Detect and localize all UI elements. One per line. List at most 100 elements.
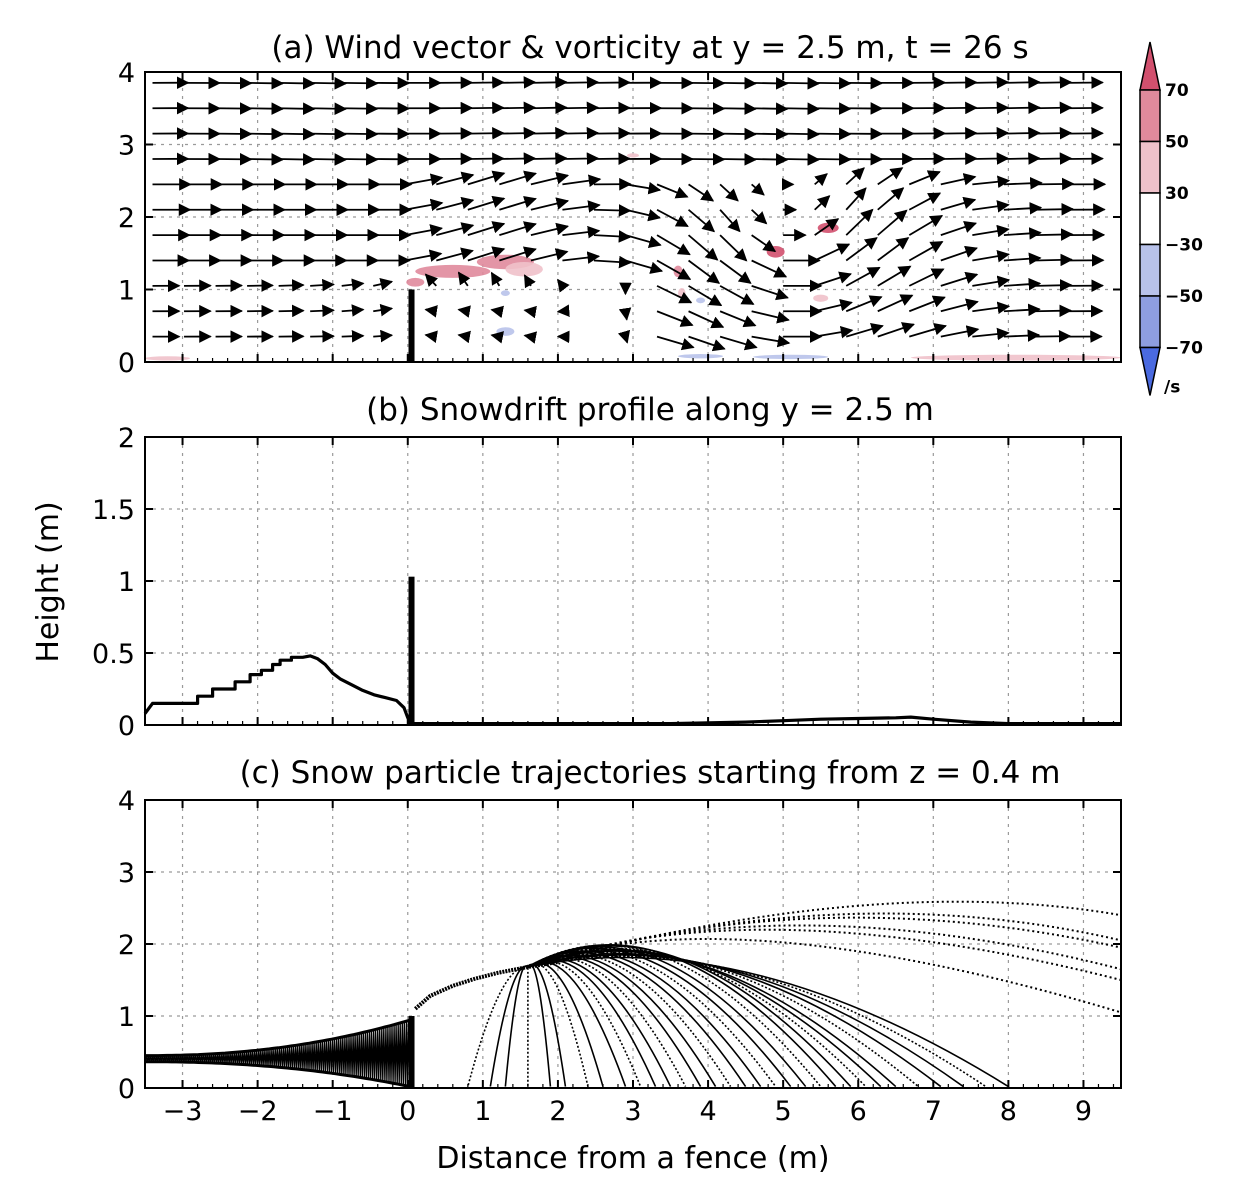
fence-bar [408, 1016, 415, 1088]
wind-vector [972, 301, 1011, 315]
vorticity-patch [626, 153, 640, 158]
wind-vector [1003, 303, 1041, 317]
x-tick-label: −3 [163, 1096, 203, 1127]
wind-vector [719, 209, 741, 233]
panel-b-snowdrift: (b) Snowdrift profile along y = 2.5 m 00… [31, 392, 1122, 742]
y-tick-label: 0 [118, 348, 135, 379]
y-tick-label: 1 [118, 1002, 135, 1033]
wind-vector [341, 278, 365, 291]
wind-vector [972, 76, 1010, 89]
wind-vector [719, 335, 758, 351]
wind-vector [845, 295, 883, 313]
x-tick-label: 2 [549, 1096, 566, 1127]
wind-vector [908, 170, 941, 186]
wind-vector [656, 234, 691, 256]
wind-vector [751, 77, 789, 90]
wind-vector [940, 173, 977, 186]
wind-vector [310, 127, 348, 141]
wind-vector [688, 183, 715, 202]
wind-vector [1003, 152, 1041, 165]
wind-vector [687, 209, 716, 233]
wind-vector [688, 310, 725, 329]
trajectory-line [527, 952, 942, 1088]
wind-vector [457, 271, 471, 287]
x-tick-label: 8 [1000, 1096, 1017, 1127]
wind-vector [499, 126, 537, 140]
wind-vector [1035, 202, 1075, 216]
wind-vector [593, 204, 632, 217]
trajectory-line [527, 959, 657, 1087]
wind-vector [310, 304, 335, 318]
wind-vector [783, 102, 821, 115]
panel-a-y-ticks: 0 1 2 3 4 [118, 58, 1121, 379]
x-tick-label: 7 [925, 1096, 942, 1127]
wind-vector [562, 225, 601, 239]
wind-vector [562, 152, 600, 165]
wind-vector [530, 126, 568, 140]
wind-vector [940, 271, 979, 287]
panel-a-x-ticks [145, 72, 1121, 363]
wind-vector [845, 266, 881, 287]
wind-vector [557, 278, 570, 293]
wind-vector [751, 310, 790, 324]
wind-vector [1035, 253, 1074, 267]
wind-vector [530, 152, 568, 165]
wind-vector [562, 126, 600, 140]
wind-vector [1003, 101, 1041, 115]
wind-vector [877, 265, 912, 287]
wind-vector [1003, 277, 1042, 291]
wind-vector [783, 77, 821, 90]
wind-vector [457, 305, 471, 318]
wind-vector [278, 77, 316, 90]
wind-vector [877, 187, 905, 211]
wind-vector [909, 323, 947, 338]
wind-vector [814, 325, 854, 339]
wind-vector [877, 167, 904, 186]
wind-vector [1003, 126, 1041, 140]
wind-vector [490, 305, 504, 319]
wind-vector [278, 304, 305, 318]
wind-vector [467, 195, 506, 211]
upstream-envelope-bottom [145, 1060, 412, 1089]
y-tick-label: 1.5 [92, 495, 135, 526]
y-tick-label: 2 [118, 930, 135, 961]
wind-vector [972, 101, 1010, 115]
wind-vector [562, 76, 600, 89]
trajectory-line [527, 963, 567, 1087]
wind-vector [278, 153, 316, 166]
x-tick-label: 5 [775, 1096, 792, 1127]
wind-vector [490, 331, 505, 344]
panel-c-trajectories: (c) Snow particle trajectories starting … [118, 755, 1122, 1176]
vorticity-patch [406, 277, 425, 287]
colorbar-extend-bottom [1139, 346, 1161, 396]
wind-vector [814, 127, 852, 141]
colorbar-segment [1139, 89, 1161, 143]
panel-a-fence [408, 289, 415, 362]
y-tick-label: 2 [118, 203, 135, 234]
wind-vector [373, 329, 394, 343]
wind-vector [617, 329, 631, 344]
wind-vector [530, 197, 570, 211]
panel-b-x-ticks [145, 437, 1121, 726]
wind-vector [877, 237, 910, 262]
wind-vector [404, 249, 443, 262]
wind-vector [814, 195, 831, 211]
wind-vector [530, 248, 569, 262]
upstream-envelope-top [145, 1018, 412, 1058]
wind-vector [972, 327, 1010, 341]
x-tick-label: −1 [313, 1096, 353, 1127]
wind-vector [562, 251, 601, 264]
wind-vector [908, 295, 946, 313]
wind-vector [845, 167, 865, 186]
wind-vector [278, 127, 316, 141]
panel-c-y-ticks: 0 1 2 3 4 [118, 786, 1121, 1105]
colorbar-label: −70 [1165, 339, 1203, 359]
wind-vector [940, 245, 978, 262]
wind-vector [751, 182, 765, 196]
colorbar-segment [1139, 243, 1161, 297]
wind-vector [751, 209, 768, 225]
wind-vector [404, 224, 443, 237]
x-tick-label: 4 [699, 1096, 716, 1127]
wind-vector [940, 298, 979, 313]
